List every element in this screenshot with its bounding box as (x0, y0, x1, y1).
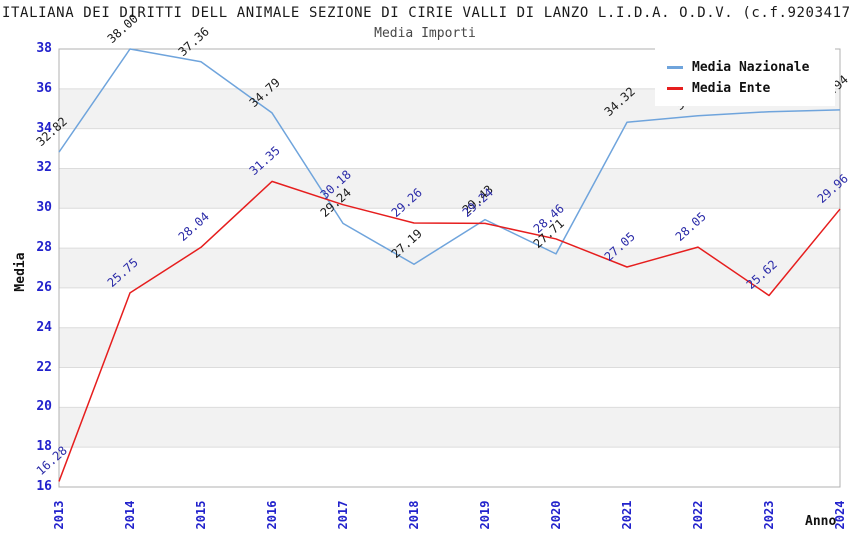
legend-label-media-ente: Media Ente (692, 81, 771, 96)
grid-band (59, 168, 840, 209)
plot-frame (58, 48, 841, 488)
y-tick-label: 28 (36, 240, 52, 256)
legend-item-media-nazionale: Media Nazionale (667, 57, 827, 78)
legend-swatch-media-nazionale-icon (667, 66, 683, 69)
chart-subtitle: Media Importi (374, 26, 476, 41)
y-tick-label: 32 (36, 160, 52, 176)
y-tick-label: 22 (36, 359, 52, 375)
y-tick-label: 18 (36, 439, 52, 455)
grid-band (59, 407, 840, 448)
y-tick-label: 24 (36, 319, 52, 335)
y-tick-label: 30 (36, 200, 52, 216)
grid-band (59, 327, 840, 368)
series-line-media-ente (58, 180, 841, 482)
legend: Media Nazionale Media Ente (655, 48, 835, 106)
y-tick-label: 20 (36, 399, 52, 415)
legend-label-media-nazionale: Media Nazionale (692, 60, 810, 75)
grid-band (59, 248, 840, 288)
chart-title: ITALIANA DEI DIRITTI DELL ANIMALE SEZION… (2, 5, 850, 21)
y-tick-label: 36 (36, 80, 52, 96)
legend-item-media-ente: Media Ente (667, 78, 827, 99)
y-tick-label: 34 (36, 120, 52, 136)
y-tick-label: 16 (36, 479, 52, 494)
x-axis-title: Anno (805, 514, 837, 529)
y-tick-label: 38 (36, 41, 52, 56)
y-tick-label: 26 (36, 279, 52, 295)
legend-swatch-media-ente-icon (667, 87, 683, 90)
series-line-media-nazionale (58, 48, 841, 265)
